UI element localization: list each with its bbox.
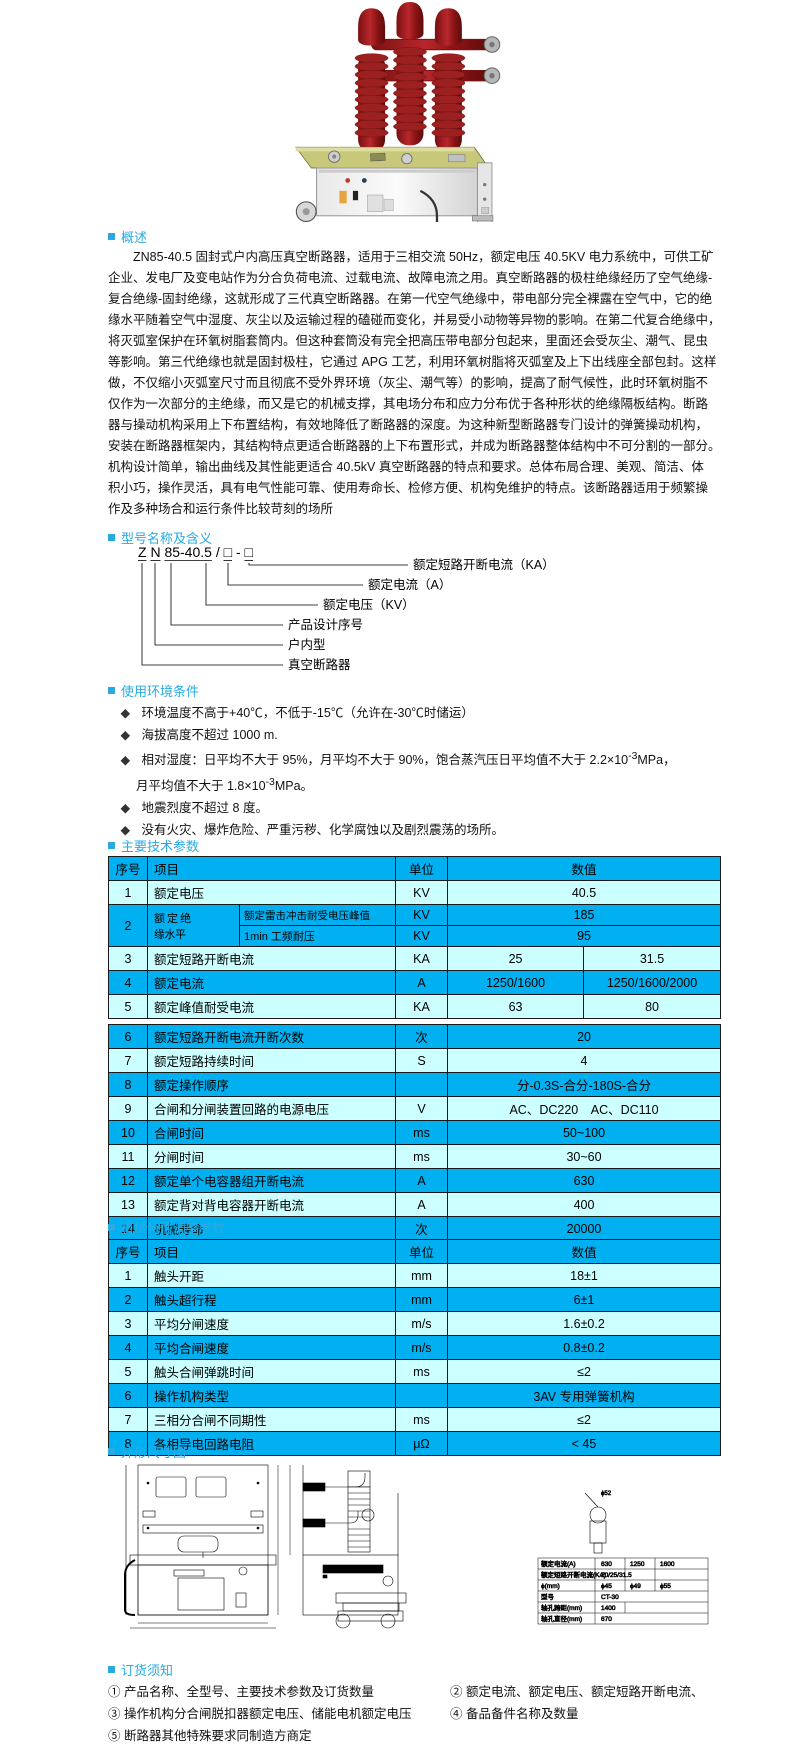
svg-text:轴孔跨距(mm): 轴孔跨距(mm) (541, 1603, 582, 1612)
svg-text:ϕ55: ϕ55 (660, 1583, 671, 1590)
svg-text:1600: 1600 (660, 1561, 675, 1568)
svg-text:额定电流(A): 额定电流(A) (541, 1559, 576, 1568)
svg-text:ϕ45: ϕ45 (601, 1583, 612, 1590)
svg-text:额定电压（KV）: 额定电压（KV） (323, 597, 415, 612)
svg-text:670: 670 (601, 1616, 612, 1623)
svg-text:轴孔直径(mm): 轴孔直径(mm) (541, 1614, 582, 1623)
svg-text:CT-30: CT-30 (601, 1594, 619, 1601)
svg-text:型号: 型号 (541, 1592, 555, 1601)
svg-text:Z N 85-40.5 / □ - □: Z N 85-40.5 / □ - □ (138, 545, 253, 560)
svg-text:630: 630 (601, 1561, 612, 1568)
svg-text:1400: 1400 (601, 1605, 616, 1612)
svg-text:ϕ52: ϕ52 (601, 1491, 612, 1497)
svg-text:ϕ(mm): ϕ(mm) (541, 1583, 560, 1590)
svg-text:额定短路开断电流(KA): 额定短路开断电流(KA) (541, 1570, 606, 1579)
svg-text:真空断路器: 真空断路器 (288, 657, 351, 672)
svg-text:1250: 1250 (630, 1561, 645, 1568)
svg-text:20/25/31.5: 20/25/31.5 (601, 1572, 632, 1579)
svg-text:户内型: 户内型 (288, 637, 326, 652)
svg-text:额定电流（A）: 额定电流（A） (368, 577, 451, 592)
svg-text:额定短路开断电流（KA）: 额定短路开断电流（KA） (413, 557, 555, 572)
svg-text:ϕ49: ϕ49 (630, 1583, 641, 1590)
svg-text:产品设计序号: 产品设计序号 (288, 617, 363, 632)
